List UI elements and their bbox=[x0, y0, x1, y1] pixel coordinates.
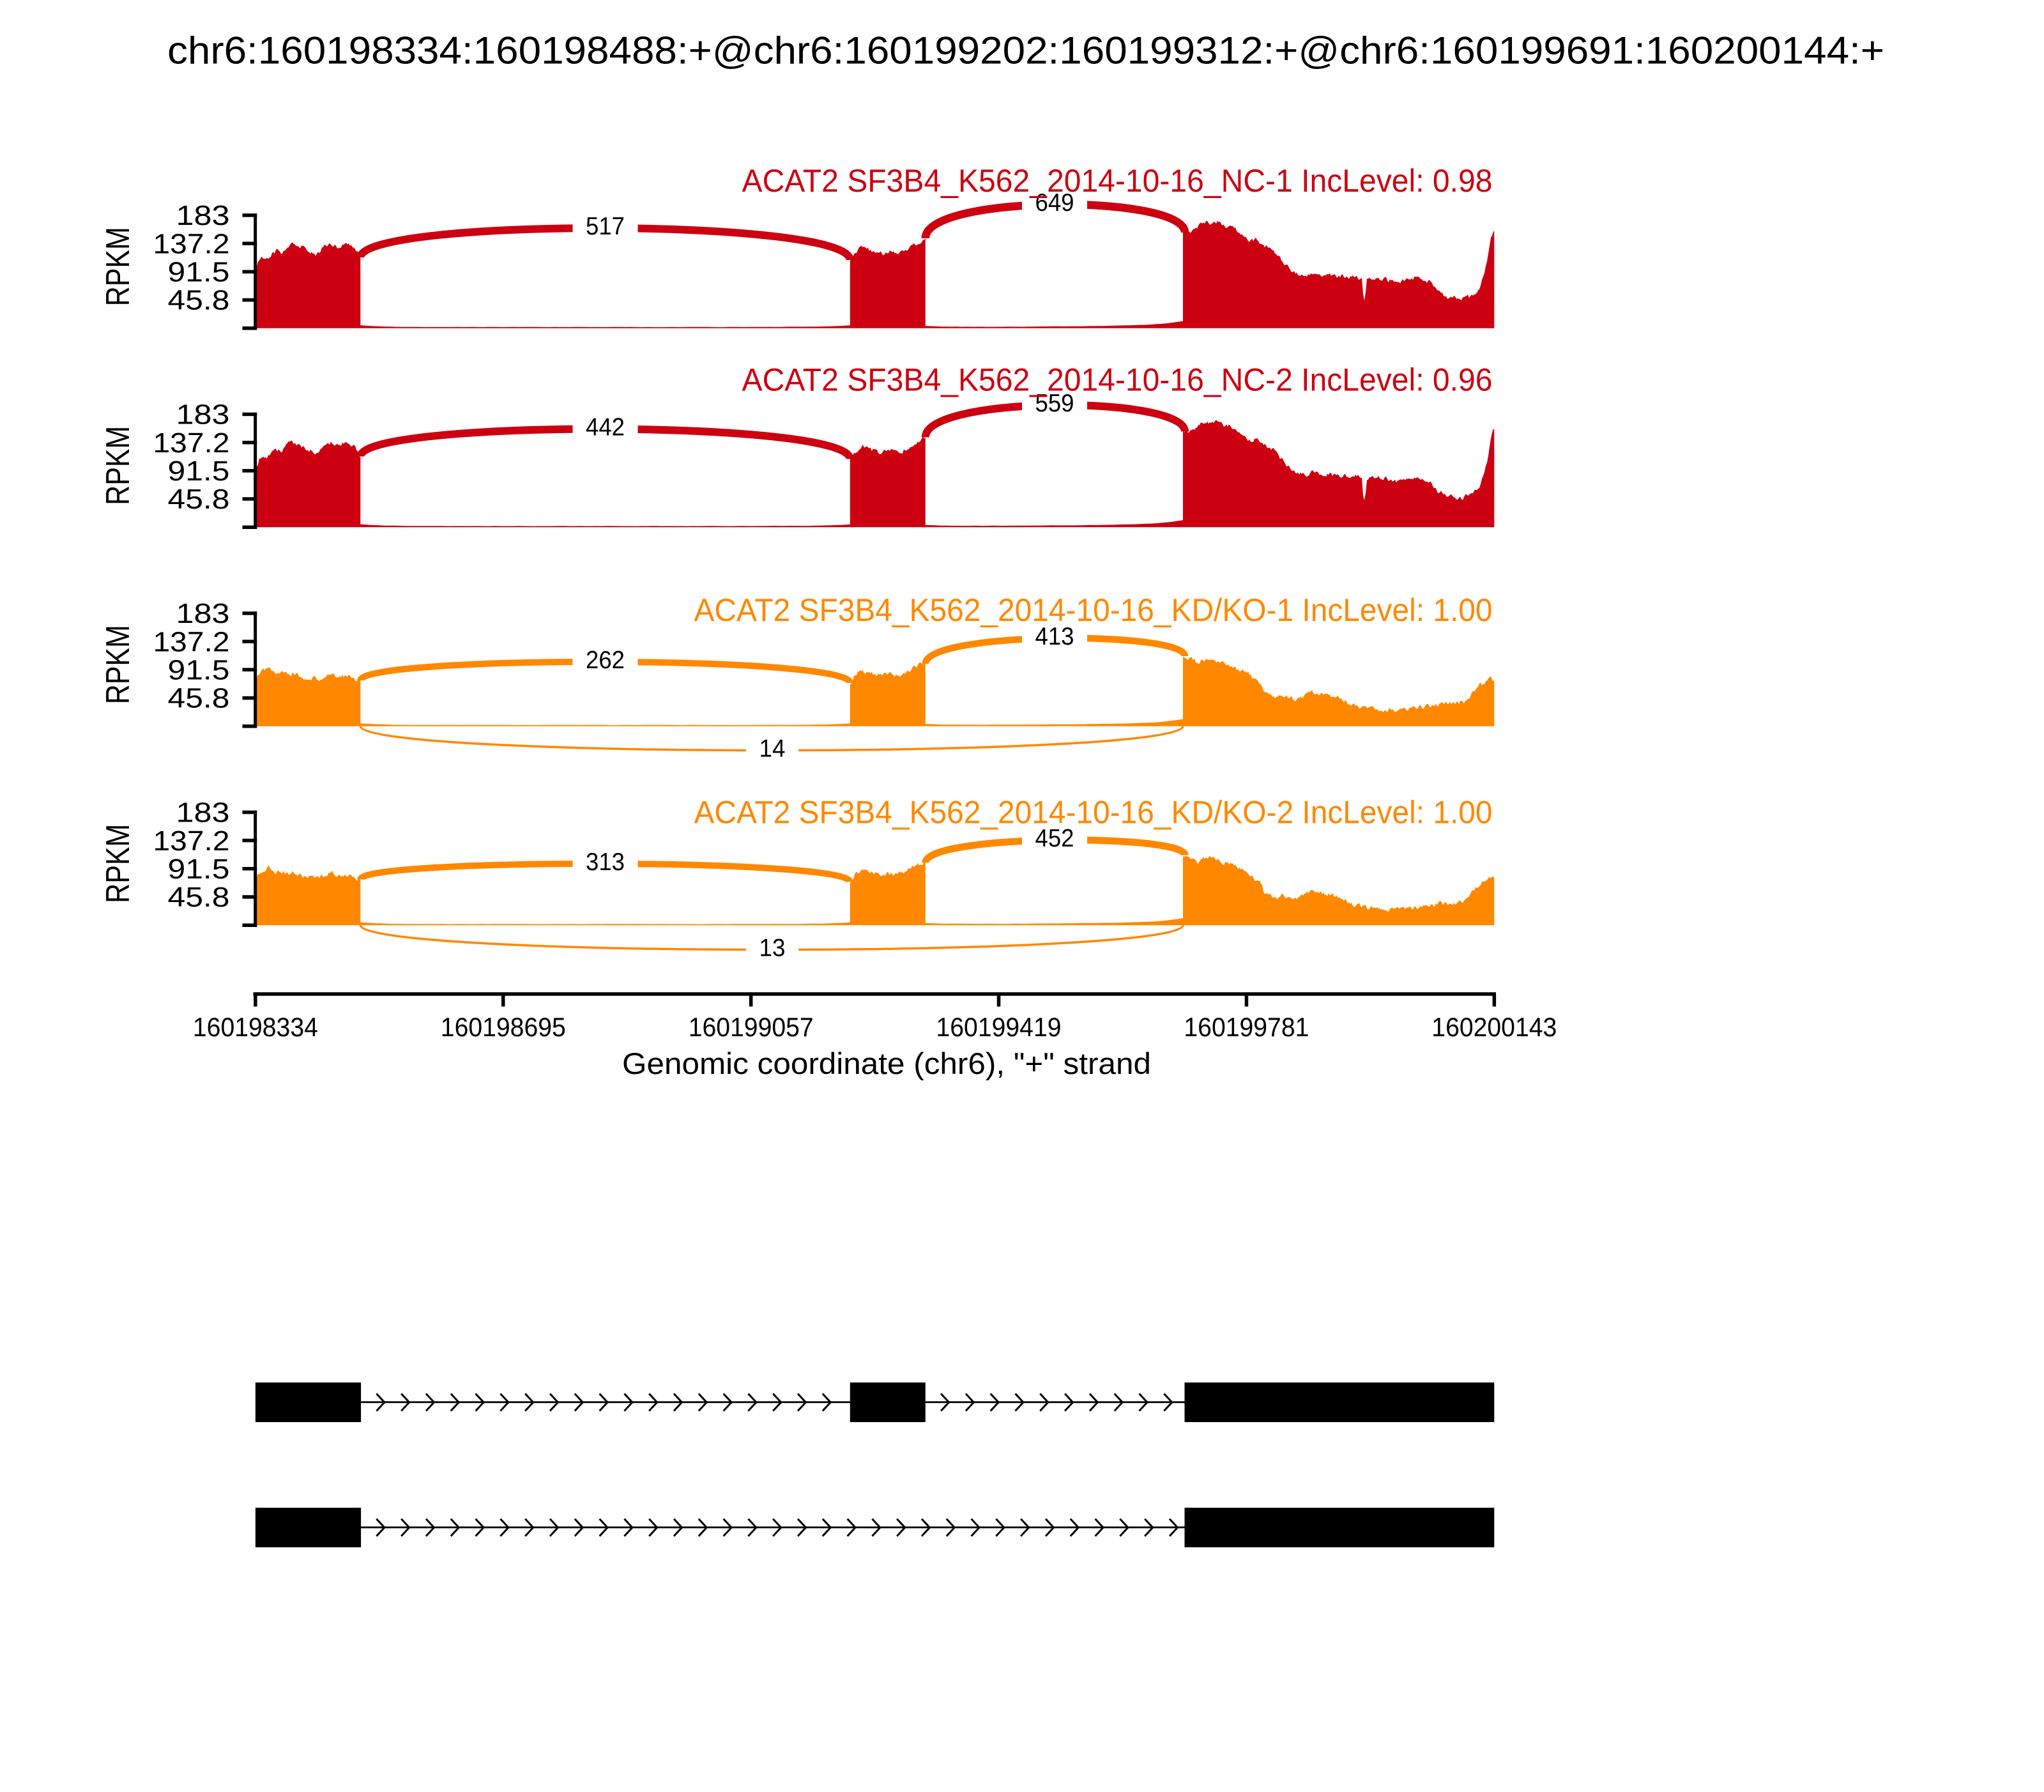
svg-text:649: 649 bbox=[1035, 189, 1074, 217]
svg-text:91.5: 91.5 bbox=[168, 655, 230, 686]
svg-text:91.5: 91.5 bbox=[168, 854, 230, 885]
svg-text:RPKM: RPKM bbox=[99, 824, 136, 903]
svg-text:262: 262 bbox=[586, 647, 625, 674]
svg-text:160198334: 160198334 bbox=[193, 1012, 318, 1042]
svg-text:183: 183 bbox=[176, 400, 230, 431]
svg-text:160198695: 160198695 bbox=[441, 1012, 566, 1042]
svg-text:452: 452 bbox=[1035, 825, 1074, 852]
svg-text:137.2: 137.2 bbox=[153, 229, 230, 259]
svg-text:160200143: 160200143 bbox=[1431, 1012, 1557, 1042]
svg-text:137.2: 137.2 bbox=[153, 428, 230, 459]
svg-text:chr6:160198334:160198488:+@chr: chr6:160198334:160198488:+@chr6:16019920… bbox=[167, 29, 1884, 72]
svg-text:137.2: 137.2 bbox=[153, 826, 230, 857]
svg-text:91.5: 91.5 bbox=[168, 456, 230, 487]
svg-text:559: 559 bbox=[1035, 390, 1074, 417]
svg-text:45.8: 45.8 bbox=[168, 882, 230, 913]
svg-text:45.8: 45.8 bbox=[168, 484, 230, 515]
svg-text:Genomic coordinate (chr6), "+": Genomic coordinate (chr6), "+" strand bbox=[622, 1047, 1151, 1081]
svg-text:160199419: 160199419 bbox=[936, 1012, 1062, 1042]
svg-text:RPKM: RPKM bbox=[99, 426, 136, 505]
svg-text:517: 517 bbox=[586, 213, 625, 240]
svg-text:183: 183 bbox=[176, 798, 230, 829]
svg-text:ACAT2 SF3B4_K562_2014-10-16_KD: ACAT2 SF3B4_K562_2014-10-16_KD/KO-1 IncL… bbox=[694, 592, 1493, 628]
svg-text:442: 442 bbox=[586, 414, 625, 441]
svg-text:14: 14 bbox=[759, 735, 786, 763]
svg-text:137.2: 137.2 bbox=[153, 627, 230, 657]
svg-text:RPKM: RPKM bbox=[99, 227, 136, 306]
svg-text:160199057: 160199057 bbox=[689, 1012, 814, 1042]
svg-text:183: 183 bbox=[176, 201, 230, 231]
svg-text:313: 313 bbox=[586, 848, 625, 876]
svg-text:ACAT2 SF3B4_K562_2014-10-16_NC: ACAT2 SF3B4_K562_2014-10-16_NC-2 IncLeve… bbox=[742, 362, 1493, 398]
svg-text:ACAT2 SF3B4_K562_2014-10-16_KD: ACAT2 SF3B4_K562_2014-10-16_KD/KO-2 IncL… bbox=[694, 795, 1493, 831]
svg-text:91.5: 91.5 bbox=[168, 257, 230, 288]
svg-text:ACAT2 SF3B4_K562_2014-10-16_NC: ACAT2 SF3B4_K562_2014-10-16_NC-1 IncLeve… bbox=[742, 163, 1493, 199]
svg-text:413: 413 bbox=[1035, 623, 1074, 650]
svg-text:183: 183 bbox=[176, 599, 230, 629]
svg-text:45.8: 45.8 bbox=[168, 684, 230, 714]
svg-text:RPKM: RPKM bbox=[99, 625, 136, 704]
svg-text:13: 13 bbox=[759, 935, 786, 962]
svg-text:160199781: 160199781 bbox=[1184, 1012, 1309, 1042]
svg-text:45.8: 45.8 bbox=[168, 286, 230, 316]
